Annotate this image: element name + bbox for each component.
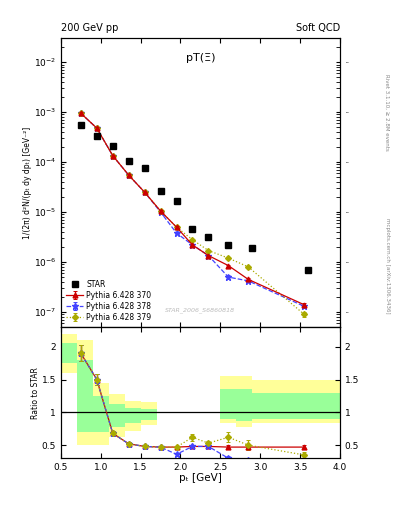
- Line: STAR: STAR: [78, 122, 311, 273]
- Text: Rivet 3.1.10, ≥ 2.8M events: Rivet 3.1.10, ≥ 2.8M events: [385, 74, 389, 151]
- Text: STAR_2006_S6860818: STAR_2006_S6860818: [165, 307, 235, 313]
- Text: 200 GeV pp: 200 GeV pp: [61, 23, 118, 33]
- STAR: [79, 122, 83, 128]
- STAR: [206, 234, 211, 240]
- Y-axis label: Ratio to STAR: Ratio to STAR: [31, 367, 40, 419]
- Text: pT(Ξ): pT(Ξ): [185, 53, 215, 63]
- STAR: [142, 165, 147, 172]
- STAR: [226, 242, 231, 248]
- STAR: [306, 267, 310, 273]
- STAR: [126, 158, 131, 164]
- Y-axis label: 1/(2π) d²N/(pₜ dy dpₜ) [GeV⁻²]: 1/(2π) d²N/(pₜ dy dpₜ) [GeV⁻²]: [23, 126, 32, 239]
- STAR: [158, 187, 163, 194]
- X-axis label: pₜ [GeV]: pₜ [GeV]: [179, 474, 222, 483]
- Legend: STAR, Pythia 6.428 370, Pythia 6.428 378, Pythia 6.428 379: STAR, Pythia 6.428 370, Pythia 6.428 378…: [65, 279, 153, 323]
- STAR: [110, 143, 115, 149]
- STAR: [250, 245, 255, 251]
- STAR: [190, 226, 195, 232]
- Text: Soft QCD: Soft QCD: [296, 23, 340, 33]
- Text: mcplots.cern.ch [arXiv:1306.3436]: mcplots.cern.ch [arXiv:1306.3436]: [385, 219, 389, 314]
- STAR: [174, 198, 179, 204]
- STAR: [94, 133, 99, 139]
